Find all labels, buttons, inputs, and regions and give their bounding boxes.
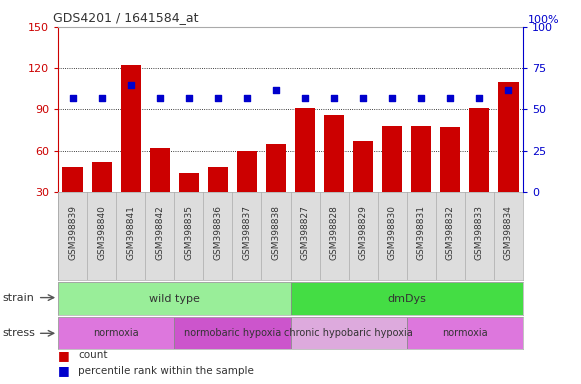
Text: GSM398827: GSM398827 <box>300 205 310 260</box>
Point <box>97 95 106 101</box>
Text: ■: ■ <box>58 349 70 362</box>
Text: GSM398838: GSM398838 <box>271 205 281 260</box>
Text: normoxia: normoxia <box>94 328 139 338</box>
Text: normoxia: normoxia <box>442 328 487 338</box>
Text: GSM398829: GSM398829 <box>358 205 368 260</box>
Text: GSM398832: GSM398832 <box>446 205 455 260</box>
Point <box>126 82 135 88</box>
Text: wild type: wild type <box>149 293 200 304</box>
Bar <box>407 317 523 349</box>
Bar <box>295 108 315 192</box>
Bar <box>178 173 199 192</box>
Text: GSM398841: GSM398841 <box>126 205 135 260</box>
Text: GDS4201 / 1641584_at: GDS4201 / 1641584_at <box>53 11 199 24</box>
Bar <box>121 65 141 192</box>
Point <box>329 95 339 101</box>
Point <box>213 95 223 101</box>
Bar <box>382 126 402 192</box>
Bar <box>58 282 290 315</box>
Text: GSM398831: GSM398831 <box>417 205 426 260</box>
Text: GSM398837: GSM398837 <box>242 205 252 260</box>
Text: GSM398830: GSM398830 <box>388 205 397 260</box>
Point <box>358 95 368 101</box>
Bar <box>290 317 407 349</box>
Bar <box>353 141 373 192</box>
Bar <box>150 148 170 192</box>
Point <box>475 95 484 101</box>
Text: GSM398840: GSM398840 <box>97 205 106 260</box>
Text: GSM398833: GSM398833 <box>475 205 484 260</box>
Bar <box>92 162 112 192</box>
Point <box>155 95 164 101</box>
Text: GSM398842: GSM398842 <box>155 205 164 260</box>
Text: ■: ■ <box>58 364 70 377</box>
Point <box>184 95 193 101</box>
Bar <box>411 126 431 192</box>
Bar <box>469 108 489 192</box>
Bar <box>324 115 344 192</box>
Point <box>242 95 252 101</box>
Text: 100%: 100% <box>528 15 559 25</box>
Point <box>446 95 455 101</box>
Bar <box>266 144 286 192</box>
Bar <box>63 167 83 192</box>
Point <box>504 86 513 93</box>
Point <box>417 95 426 101</box>
Bar <box>58 317 174 349</box>
Point <box>271 86 281 93</box>
Point <box>388 95 397 101</box>
Text: dmDys: dmDys <box>388 293 426 304</box>
Text: GSM398839: GSM398839 <box>68 205 77 260</box>
Text: GSM398834: GSM398834 <box>504 205 513 260</box>
Bar <box>237 151 257 192</box>
Bar <box>498 82 518 192</box>
Text: count: count <box>78 350 108 360</box>
Text: GSM398828: GSM398828 <box>329 205 339 260</box>
Text: percentile rank within the sample: percentile rank within the sample <box>78 366 254 376</box>
Bar <box>290 282 523 315</box>
Text: chronic hypobaric hypoxia: chronic hypobaric hypoxia <box>284 328 413 338</box>
Text: stress: stress <box>3 328 36 338</box>
Text: GSM398835: GSM398835 <box>184 205 193 260</box>
Bar <box>208 167 228 192</box>
Point <box>68 95 77 101</box>
Text: normobaric hypoxia: normobaric hypoxia <box>184 328 281 338</box>
Text: strain: strain <box>3 293 35 303</box>
Bar <box>174 317 290 349</box>
Point <box>300 95 310 101</box>
Text: GSM398836: GSM398836 <box>213 205 223 260</box>
Bar <box>440 127 460 192</box>
